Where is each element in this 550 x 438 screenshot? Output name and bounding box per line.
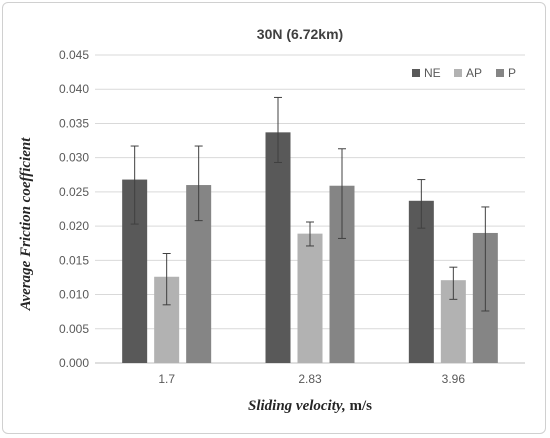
y-tick-label: 0.040	[59, 82, 89, 96]
legend-label-ap: AP	[466, 66, 482, 80]
y-tick-labels: 0.000 0.005 0.010 0.015 0.020 0.025 0.030 0.035…	[59, 48, 89, 370]
y-tick-label: 0.045	[59, 48, 89, 62]
legend: NE AP P	[412, 66, 516, 80]
x-tick-label: 2.83	[298, 372, 322, 386]
legend-swatch-p	[496, 69, 504, 77]
y-tick-label: 0.010	[59, 288, 89, 302]
legend-label-p: P	[508, 66, 516, 80]
x-tick-label: 1.7	[158, 372, 175, 386]
y-tick-label: 0.015	[59, 253, 89, 267]
y-tick-label: 0.005	[59, 322, 89, 336]
x-axis-title: Sliding velocity, m/s	[248, 398, 372, 414]
bars	[122, 132, 498, 363]
x-tick-label: 3.96	[442, 372, 466, 386]
y-tick-label: 0.030	[59, 151, 89, 165]
legend-label-ne: NE	[424, 66, 441, 80]
bar-ne-1	[265, 132, 291, 363]
chart-title: 30N (6.72km)	[257, 26, 343, 42]
y-tick-label: 0.025	[59, 185, 89, 199]
x-tick-labels: 1.7 2.83 3.96	[158, 372, 465, 386]
y-tick-label: 0.000	[59, 356, 89, 370]
bar-ap-1	[297, 233, 323, 363]
y-axis-title: Average Friction coefficient	[18, 137, 34, 312]
x-axis-title-text: Sliding velocity,	[248, 398, 346, 414]
y-tick-label: 0.035	[59, 116, 89, 130]
legend-swatch-ap	[454, 69, 462, 77]
legend-swatch-ne	[412, 69, 420, 77]
y-tick-label: 0.020	[59, 219, 89, 233]
x-axis-unit: m/s	[350, 398, 373, 414]
error-bars	[130, 96, 490, 312]
